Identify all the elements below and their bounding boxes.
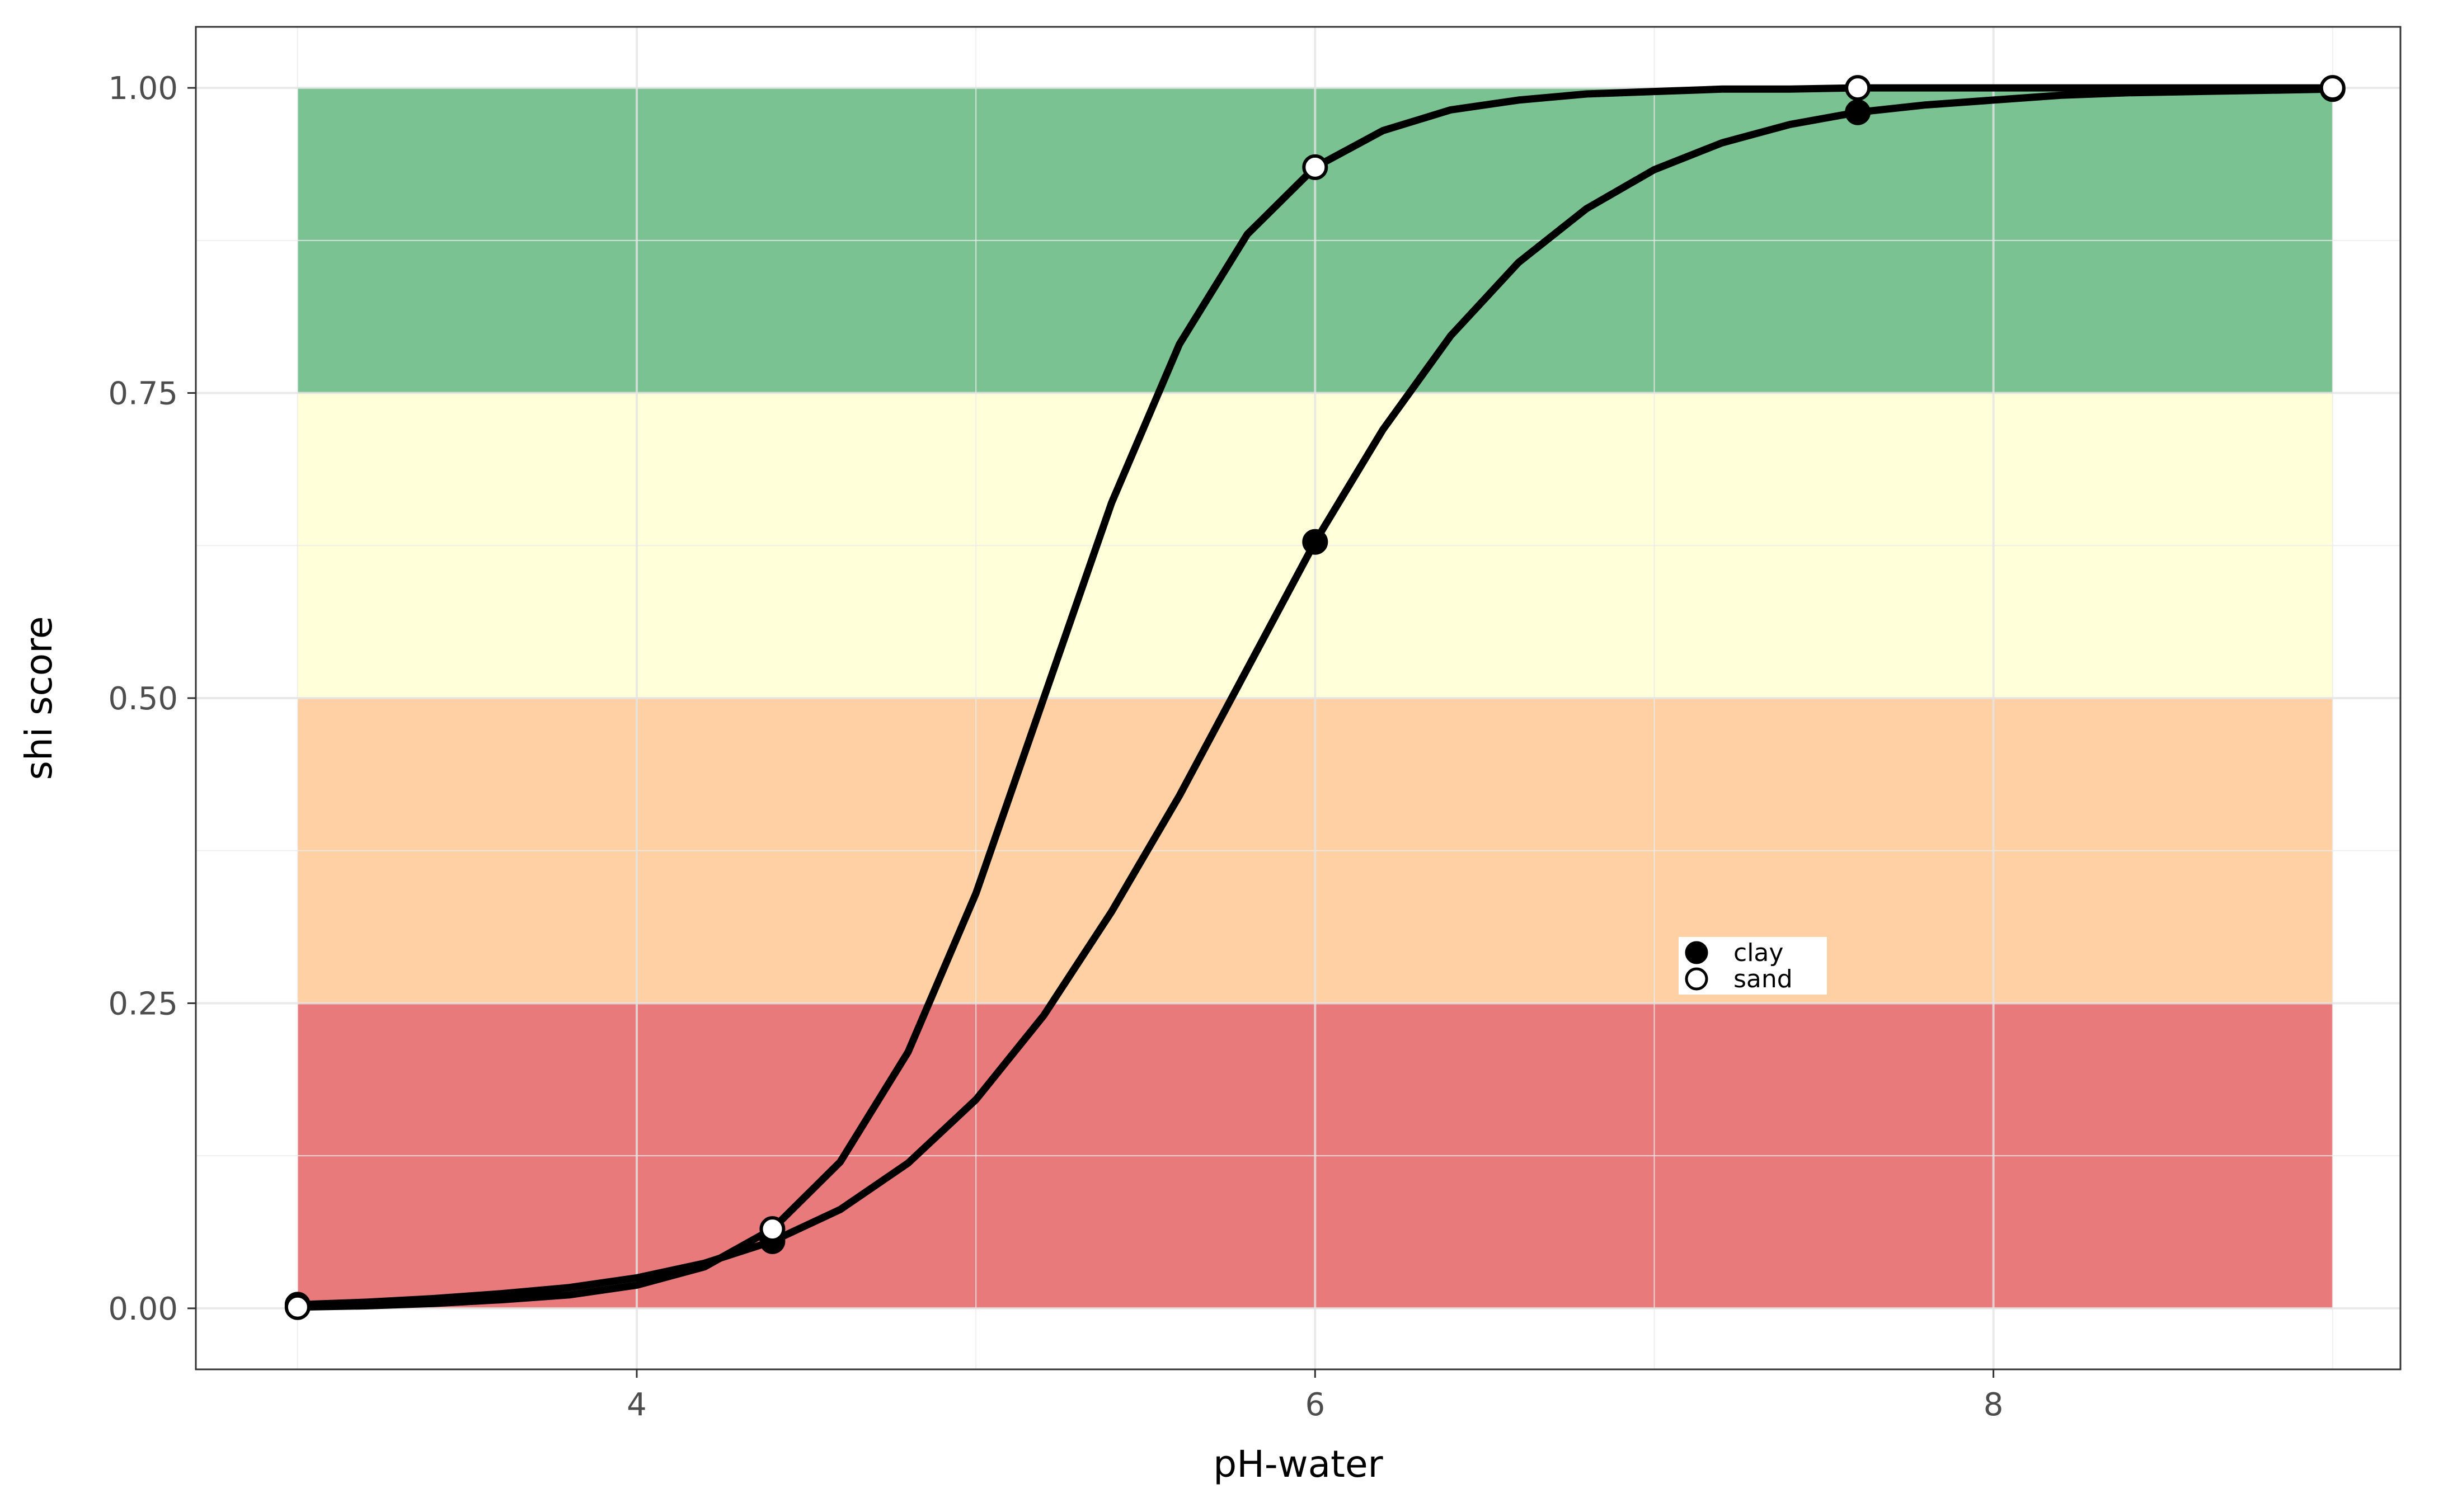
y-tick-labels: 0.00 0.25 0.50 0.75 1.00 <box>108 70 178 1327</box>
point-clay-2 <box>1302 529 1328 555</box>
point-clay-3 <box>1845 99 1871 125</box>
x-tick-label-1: 6 <box>1305 1387 1325 1423</box>
y-tick-label-1: 0.25 <box>108 986 178 1022</box>
y-tick-label-3: 0.75 <box>108 376 178 412</box>
x-axis-title: pH-water <box>1213 1443 1383 1486</box>
axis-ticks <box>187 87 1995 1378</box>
series-points <box>284 75 2346 1320</box>
point-sand-1 <box>759 1216 786 1242</box>
y-tick-label-4: 1.00 <box>108 70 178 107</box>
x-tick-label-0: 4 <box>627 1387 647 1423</box>
point-sand-3 <box>1845 75 1871 101</box>
y-axis-title: shi score <box>17 616 60 780</box>
y-tick-label-0: 0.00 <box>108 1291 178 1327</box>
legend-label-sand: sand <box>1733 965 1793 993</box>
y-tick-label-2: 0.50 <box>108 681 178 717</box>
point-sand-2 <box>1302 154 1328 180</box>
point-sand-4 <box>2319 75 2346 101</box>
legend-key-sand <box>1685 967 1708 991</box>
point-sand-0 <box>284 1294 311 1320</box>
x-tick-label-2: 8 <box>1984 1387 2004 1423</box>
x-tick-labels: 4 6 8 <box>627 1387 2003 1423</box>
legend-key-clay <box>1685 941 1708 964</box>
legend-label-clay: clay <box>1733 939 1783 967</box>
grid-lines <box>196 27 2400 1369</box>
